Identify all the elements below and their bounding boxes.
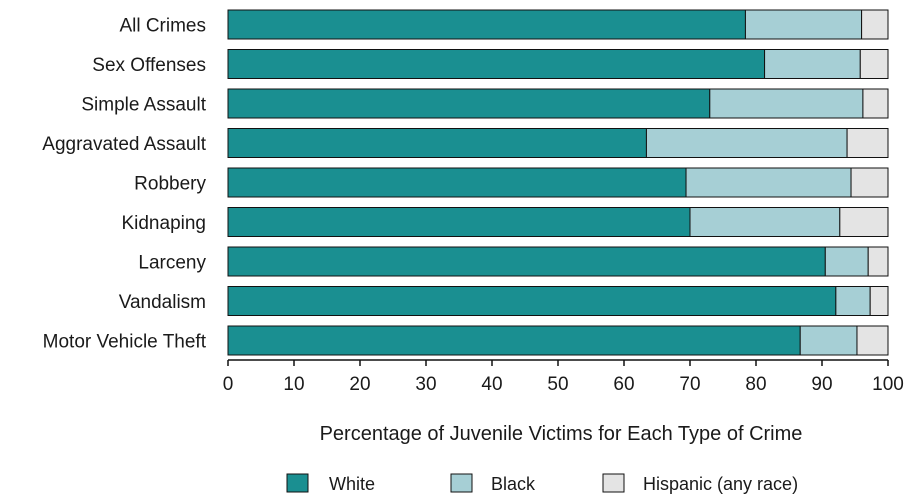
bar-1-2 <box>227 49 766 79</box>
category-label-9: Motor Vehicle Theft <box>43 332 207 353</box>
bar-3-9 <box>856 325 889 356</box>
bar-1-9 <box>227 325 801 356</box>
bar-3-8 <box>869 286 889 316</box>
bar-1-8 <box>227 286 837 316</box>
x-tick-label-11: 100 <box>872 374 904 395</box>
bar-1-4 <box>227 128 647 158</box>
x-tick-label-4: 30 <box>415 374 436 395</box>
category-label-1: All Crimes <box>119 16 206 37</box>
bar-2-9 <box>799 325 858 356</box>
category-label-4: Aggravated Assault <box>42 134 206 155</box>
bar-3-5 <box>850 167 889 198</box>
bar-1-7 <box>227 246 826 277</box>
category-label-3: Simple Assault <box>81 95 206 116</box>
category-label-6: Kidnaping <box>121 213 206 234</box>
legend-swatch-1 <box>286 473 309 493</box>
legend-label-2: Black <box>491 474 536 494</box>
bar-1-1 <box>227 9 746 40</box>
category-label-5: Robbery <box>134 174 206 195</box>
bar-2-3 <box>709 88 864 119</box>
bar-3-3 <box>862 88 889 119</box>
bar-3-4 <box>846 128 889 158</box>
x-tick-label-5: 40 <box>481 374 502 395</box>
legend-swatch-2 <box>450 473 473 493</box>
bar-1-5 <box>227 167 687 198</box>
x-tick-label-10: 90 <box>811 374 832 395</box>
bar-2-2 <box>764 49 861 79</box>
bar-2-8 <box>835 286 871 316</box>
category-label-7: Larceny <box>138 253 206 274</box>
x-tick-label-6: 50 <box>547 374 568 395</box>
bar-1-6 <box>227 207 691 237</box>
bar-2-5 <box>685 167 852 198</box>
legend-swatch-3 <box>602 473 625 493</box>
x-tick-label-2: 10 <box>283 374 304 395</box>
x-axis-title: Percentage of Juvenile Victims for Each … <box>320 423 803 445</box>
legend-label-1: White <box>329 474 375 494</box>
bar-2-1 <box>744 9 863 40</box>
bar-3-2 <box>859 49 889 79</box>
bar-2-6 <box>689 207 841 237</box>
category-label-8: Vandalism <box>119 292 206 313</box>
bar-2-7 <box>824 246 869 277</box>
bar-2-4 <box>645 128 848 158</box>
bar-3-6 <box>839 207 889 237</box>
legend-label-3: Hispanic (any race) <box>643 474 798 494</box>
bar-1-3 <box>227 88 711 119</box>
category-label-2: Sex Offenses <box>92 55 206 76</box>
x-tick-label-9: 80 <box>745 374 766 395</box>
x-tick-label-3: 20 <box>349 374 370 395</box>
x-tick-label-7: 60 <box>613 374 634 395</box>
x-tick-label-8: 70 <box>679 374 700 395</box>
bar-3-7 <box>867 246 889 277</box>
bar-3-1 <box>861 9 889 40</box>
x-tick-label-1: 0 <box>223 374 234 395</box>
